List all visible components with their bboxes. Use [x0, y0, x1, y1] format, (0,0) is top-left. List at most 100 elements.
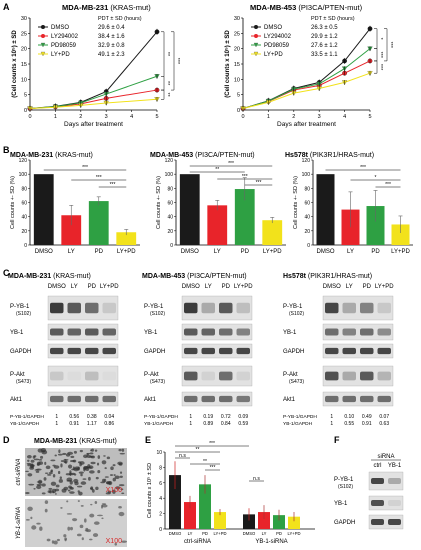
- cell-spot: [74, 481, 79, 486]
- E-group-label: YB-1-siRNA: [255, 539, 287, 545]
- cell-spot: [84, 529, 89, 532]
- C1-band: [219, 302, 233, 314]
- cell-spot: [54, 454, 57, 457]
- C2-lane-label: DMSO: [323, 284, 341, 290]
- C0-blot-strip: [47, 323, 119, 341]
- A-left-legend-marker: [41, 25, 45, 29]
- C1-ratio-value: 1: [189, 421, 192, 427]
- cell-spot: [97, 470, 101, 474]
- cell-spot: [114, 475, 120, 480]
- C2-row-label: Akt1: [283, 397, 296, 403]
- cell-spot: [67, 526, 71, 531]
- C0-band: [67, 302, 81, 314]
- B0-x-tick-label: LY+PD: [117, 249, 136, 255]
- A-right-x-tick-label: 5: [368, 114, 371, 120]
- cell-spot: [79, 449, 83, 453]
- panel-letter-E: E: [145, 435, 151, 445]
- cell-spot: [51, 540, 55, 544]
- C1-row-label: P-Akt: [144, 372, 159, 378]
- cell-spot: [97, 455, 101, 459]
- C1-band: [201, 347, 215, 355]
- cell-spot: [89, 513, 95, 518]
- A-right-x-tick-label: 0: [241, 114, 244, 120]
- C0-row-label: GAPDH: [10, 349, 31, 355]
- A-left-y-label: (Cell counts x 10⁵) ± SD: [12, 30, 18, 98]
- cell-spot: [90, 461, 96, 465]
- B1-y-tick-label: 0: [170, 243, 173, 249]
- A-left-sig-label: ***: [174, 58, 180, 65]
- C2-band: [342, 371, 356, 381]
- panelB-title-0: MDA-MB-231 (KRAS-mut): [10, 152, 93, 159]
- C0-band: [102, 371, 116, 381]
- C2-row-label: GAPDH: [283, 349, 304, 355]
- cell-spot: [30, 463, 34, 468]
- cell-spot: [110, 466, 114, 471]
- C1-blot-strip: [181, 323, 253, 341]
- A-left-x-tick-label: 4: [130, 114, 133, 120]
- A-right-legend-name: LY294002: [264, 34, 292, 40]
- cell-spot: [89, 452, 94, 455]
- A-left-series-line-2: [29, 75, 158, 109]
- cell-spot: [119, 475, 123, 479]
- B2-bar: [391, 224, 410, 245]
- F-row-label: YB-1: [334, 501, 348, 507]
- C1-ratio-value: 0.89: [203, 421, 213, 427]
- C0-band: [85, 347, 99, 355]
- C2-lane-label: LY+PD: [375, 284, 394, 290]
- cell-spot: [50, 481, 57, 486]
- cell-spot: [37, 448, 43, 453]
- B2-sig-label: ***: [385, 182, 391, 188]
- E-bar: [169, 475, 181, 529]
- C0-ratio-value: 1.17: [87, 421, 97, 427]
- A-left-y-tick-label: 15: [21, 62, 27, 68]
- cell-spot: [67, 489, 71, 492]
- cell-spot: [101, 460, 107, 465]
- E-sig-label: n.s: [253, 476, 260, 482]
- A-right-series-line-1: [242, 60, 371, 109]
- A-right-x-tick-label: 1: [267, 114, 270, 120]
- A-left-legend-value: 49.1 ± 2.3: [98, 52, 125, 58]
- cell-spot: [43, 477, 47, 481]
- A-left-series-line-0: [29, 31, 158, 109]
- C0-band: [85, 328, 99, 336]
- C1-ratio-value: 0.59: [238, 421, 248, 427]
- C0-band: [67, 371, 81, 381]
- B0-bar: [88, 201, 109, 245]
- B1-y-tick-label: 20: [167, 229, 173, 235]
- cell-spot: [66, 480, 72, 482]
- F-band: [371, 478, 384, 484]
- A-left-legend-marker: [40, 42, 46, 48]
- cell-spot: [52, 473, 56, 478]
- cell-spot: [25, 519, 30, 521]
- cell-spot: [41, 492, 46, 495]
- cell-spot: [44, 461, 47, 465]
- F-lane-label: ctrl: [374, 463, 382, 469]
- A-right-sig-label: ***: [377, 52, 383, 59]
- cell-spot: [78, 471, 84, 474]
- C2-band: [325, 395, 339, 403]
- E-bar: [199, 484, 211, 529]
- C2-band: [377, 328, 391, 336]
- B0-sig-label: ***: [82, 165, 88, 171]
- F-row-label: P-YB-1: [334, 477, 354, 483]
- C1-band: [219, 328, 233, 336]
- cell-spot: [107, 490, 112, 494]
- A-left-legend-value: 32.9 ± 0.8: [98, 43, 125, 49]
- B0-x-tick-label: PD: [95, 249, 104, 255]
- F-band: [388, 500, 401, 506]
- B2-bar: [366, 206, 385, 245]
- cell-spot: [47, 490, 51, 493]
- B2-y-tick-label: 120: [302, 158, 311, 164]
- A-left-legend-value: 29.6 ± 0.4: [98, 25, 125, 31]
- cell-spot: [32, 455, 36, 459]
- cell-spot: [79, 461, 85, 465]
- B0-bar: [116, 232, 137, 245]
- A-left-x-tick-label: 5: [155, 114, 158, 120]
- C0-ratio-value: 1: [55, 414, 58, 420]
- E-x-tick-label: LY: [188, 531, 193, 536]
- C0-ratio-label: YB-1/GAPDH: [10, 421, 40, 427]
- cell-spot: [100, 481, 106, 484]
- E-x-tick-label: DMSO: [169, 531, 182, 536]
- A-right-y-tick-label: 25: [234, 31, 240, 37]
